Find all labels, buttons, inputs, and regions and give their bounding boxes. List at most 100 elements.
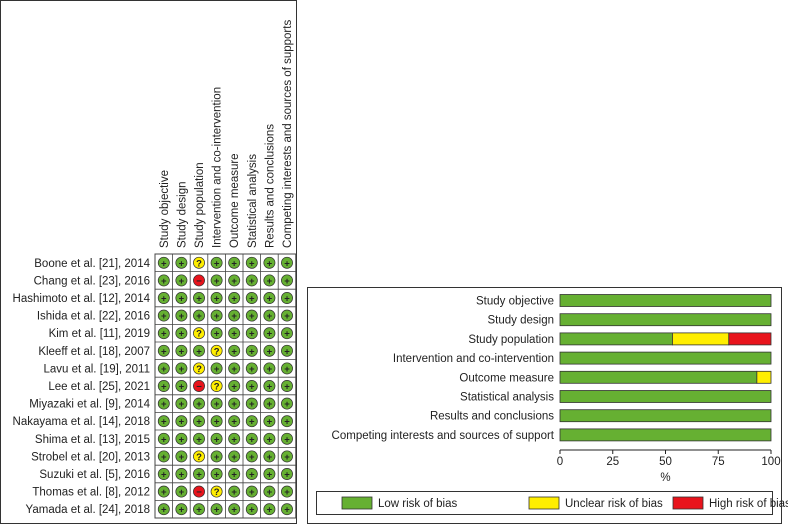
low-risk-marker: +	[193, 468, 205, 481]
low-risk-marker: +	[228, 362, 241, 375]
svg-text:+: +	[249, 399, 255, 410]
svg-text:+: +	[161, 434, 167, 445]
svg-text:+: +	[161, 382, 167, 393]
low-risk-marker: +	[210, 432, 223, 445]
graph-category-label: Study population	[468, 334, 554, 346]
svg-text:+: +	[196, 311, 202, 322]
graph-category-label: Statistical analysis	[460, 392, 554, 404]
graph-panel-border	[307, 287, 782, 524]
summary-study-label: Miyazaki et al. [9], 2014	[29, 399, 150, 411]
low-risk-marker: +	[281, 450, 293, 463]
svg-text:?: ?	[214, 382, 220, 393]
svg-text:+: +	[196, 470, 202, 481]
svg-text:+: +	[214, 452, 220, 463]
summary-panel-border	[0, 0, 297, 524]
low-risk-marker: +	[245, 397, 258, 410]
low-risk-marker: +	[210, 415, 223, 428]
graph-category-label: Results and conclusions	[430, 411, 554, 423]
low-risk-marker: +	[157, 362, 170, 375]
summary-column-label: Statistical analysis	[247, 154, 259, 248]
svg-text:+: +	[267, 311, 273, 322]
low-risk-marker: +	[228, 274, 241, 287]
summary-study-label: Chang et al. [23], 2016	[34, 275, 150, 287]
svg-text:+: +	[267, 329, 273, 340]
bar-segment	[559, 351, 772, 365]
low-risk-marker: +	[175, 415, 188, 428]
low-risk-marker: +	[210, 292, 223, 305]
low-risk-marker: +	[193, 397, 205, 410]
low-risk-marker: +	[210, 256, 223, 269]
low-risk-marker: +	[245, 327, 258, 340]
svg-text:+: +	[267, 364, 273, 375]
low-risk-marker: +	[228, 468, 241, 481]
bar-segment	[559, 409, 772, 423]
svg-text:+: +	[231, 276, 237, 287]
svg-text:Unclear risk of bias: Unclear risk of bias	[565, 498, 663, 510]
svg-text:+: +	[284, 258, 290, 269]
svg-text:+: +	[161, 364, 167, 375]
svg-text:+: +	[161, 329, 167, 340]
svg-text:−: −	[196, 487, 202, 498]
x-tick-label: 50	[659, 456, 672, 468]
bar-segment	[756, 370, 772, 384]
low-risk-marker: +	[175, 256, 188, 269]
low-risk-marker: +	[157, 485, 170, 498]
svg-text:+: +	[214, 276, 220, 287]
svg-text:+: +	[249, 276, 255, 287]
low-risk-marker: +	[210, 503, 223, 516]
svg-text:+: +	[214, 434, 220, 445]
svg-text:+: +	[231, 470, 237, 481]
low-risk-marker: +	[210, 450, 223, 463]
svg-text:+: +	[284, 434, 290, 445]
low-risk-marker: +	[228, 344, 241, 357]
svg-text:?: ?	[196, 329, 202, 340]
low-risk-marker: +	[157, 292, 170, 305]
low-risk-marker: +	[157, 344, 170, 357]
low-risk-marker: +	[157, 432, 170, 445]
svg-text:+: +	[231, 417, 237, 428]
x-tick-label: 25	[606, 456, 619, 468]
summary-study-label: Lavu et al. [19], 2011	[43, 363, 150, 375]
low-risk-marker: +	[263, 344, 276, 357]
svg-text:+: +	[179, 276, 185, 287]
low-risk-marker: +	[228, 397, 241, 410]
svg-text:+: +	[249, 470, 255, 481]
svg-text:+: +	[267, 382, 273, 393]
svg-text:+: +	[284, 311, 290, 322]
low-risk-marker: +	[210, 274, 223, 287]
risk-of-bias-graph: Study objective Study design Study populat…	[316, 294, 788, 515]
svg-text:High risk of bias: High risk of bias	[709, 498, 788, 510]
low-risk-marker: +	[263, 397, 276, 410]
svg-text:+: +	[267, 487, 273, 498]
low-risk-marker: +	[281, 468, 293, 481]
low-risk-marker: +	[193, 344, 205, 357]
unclear-risk-marker: ?	[193, 362, 205, 375]
low-risk-marker: +	[228, 256, 241, 269]
svg-text:+: +	[231, 399, 237, 410]
low-risk-marker: +	[175, 274, 188, 287]
svg-text:+: +	[249, 258, 255, 269]
svg-text:+: +	[231, 346, 237, 357]
svg-text:+: +	[231, 364, 237, 375]
low-risk-marker: +	[157, 327, 170, 340]
low-risk-marker: +	[175, 468, 188, 481]
svg-text:+: +	[231, 452, 237, 463]
legend-item: High risk of bias	[672, 496, 788, 510]
svg-text:+: +	[231, 311, 237, 322]
bar-segment	[559, 294, 772, 307]
low-risk-marker: +	[245, 485, 258, 498]
svg-text:?: ?	[196, 364, 202, 375]
low-risk-marker: +	[245, 415, 258, 428]
svg-text:+: +	[231, 487, 237, 498]
low-risk-marker: +	[281, 503, 293, 516]
svg-text:+: +	[284, 452, 290, 463]
summary-column-label: Study design	[176, 182, 188, 249]
svg-text:+: +	[179, 487, 185, 498]
high-risk-marker: −	[193, 380, 205, 393]
low-risk-marker: +	[245, 309, 258, 322]
svg-text:+: +	[267, 399, 273, 410]
low-risk-marker: +	[281, 397, 293, 410]
legend-item: Low risk of bias	[341, 496, 458, 510]
svg-text:+: +	[231, 329, 237, 340]
